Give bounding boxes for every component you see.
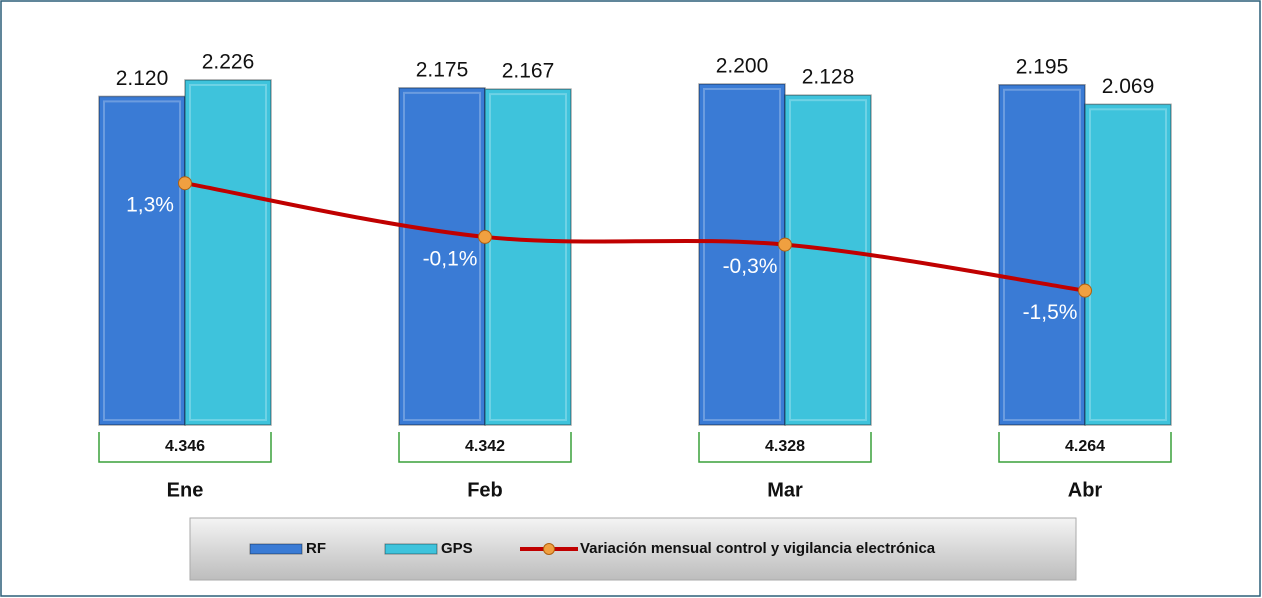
total-box: [98, 432, 272, 463]
x-tick-label: Mar: [767, 479, 803, 501]
bar: [184, 79, 272, 426]
bar-highlight: [403, 91, 481, 421]
line-marker: [778, 237, 792, 252]
line: [184, 181, 1086, 293]
legend-label: Variación mensual control y vigilancia e…: [580, 540, 936, 557]
legend-swatch: [384, 543, 438, 555]
legend-box: [189, 517, 1077, 581]
bar: [784, 94, 872, 426]
bar-value-label: 2.128: [802, 66, 855, 89]
bar: [1084, 103, 1172, 426]
bar-highlight: [789, 99, 867, 421]
bar-value-label: 2.195: [1016, 55, 1069, 78]
bar-value-label: 2.175: [416, 58, 469, 81]
line-marker: [478, 229, 492, 244]
bar-value-label: 2.120: [116, 67, 169, 90]
legend-swatch-marker: [543, 543, 555, 555]
bar-value-label: 2.069: [1102, 75, 1155, 98]
line-value-label: -0,1%: [423, 247, 478, 270]
bar: [98, 95, 186, 426]
bar-highlight: [103, 100, 181, 422]
bar: [698, 83, 786, 426]
line-value-label: -0,3%: [723, 255, 778, 278]
bar-value-label: 2.167: [502, 60, 555, 83]
bar-value-label: 2.200: [716, 55, 769, 78]
line-value-label: 1,3%: [126, 194, 174, 217]
legend-label: GPS: [441, 540, 473, 557]
bar: [998, 84, 1086, 426]
total-box: [698, 432, 872, 463]
bar-highlight: [1003, 88, 1081, 422]
legend-label: RF: [306, 540, 326, 557]
legend-swatch: [249, 543, 303, 555]
bar-highlight: [1089, 108, 1167, 422]
line-value-label: -1,5%: [1023, 301, 1078, 324]
x-tick-label: Ene: [167, 479, 204, 501]
total-label: 4.346: [165, 438, 205, 455]
total-label: 4.264: [1065, 438, 1105, 455]
bar-highlight: [489, 93, 567, 422]
total-label: 4.342: [465, 438, 505, 455]
bar-highlight: [703, 88, 781, 421]
bar-highlight: [189, 83, 267, 421]
x-tick-label: Feb: [467, 479, 503, 501]
x-tick-label: Abr: [1068, 479, 1103, 501]
total-label: 4.328: [765, 438, 805, 455]
line-marker: [178, 176, 192, 191]
line-marker: [1078, 283, 1092, 298]
total-box: [998, 432, 1172, 463]
bar: [484, 88, 572, 426]
bar-value-label: 2.226: [202, 51, 255, 74]
total-box: [398, 432, 572, 463]
